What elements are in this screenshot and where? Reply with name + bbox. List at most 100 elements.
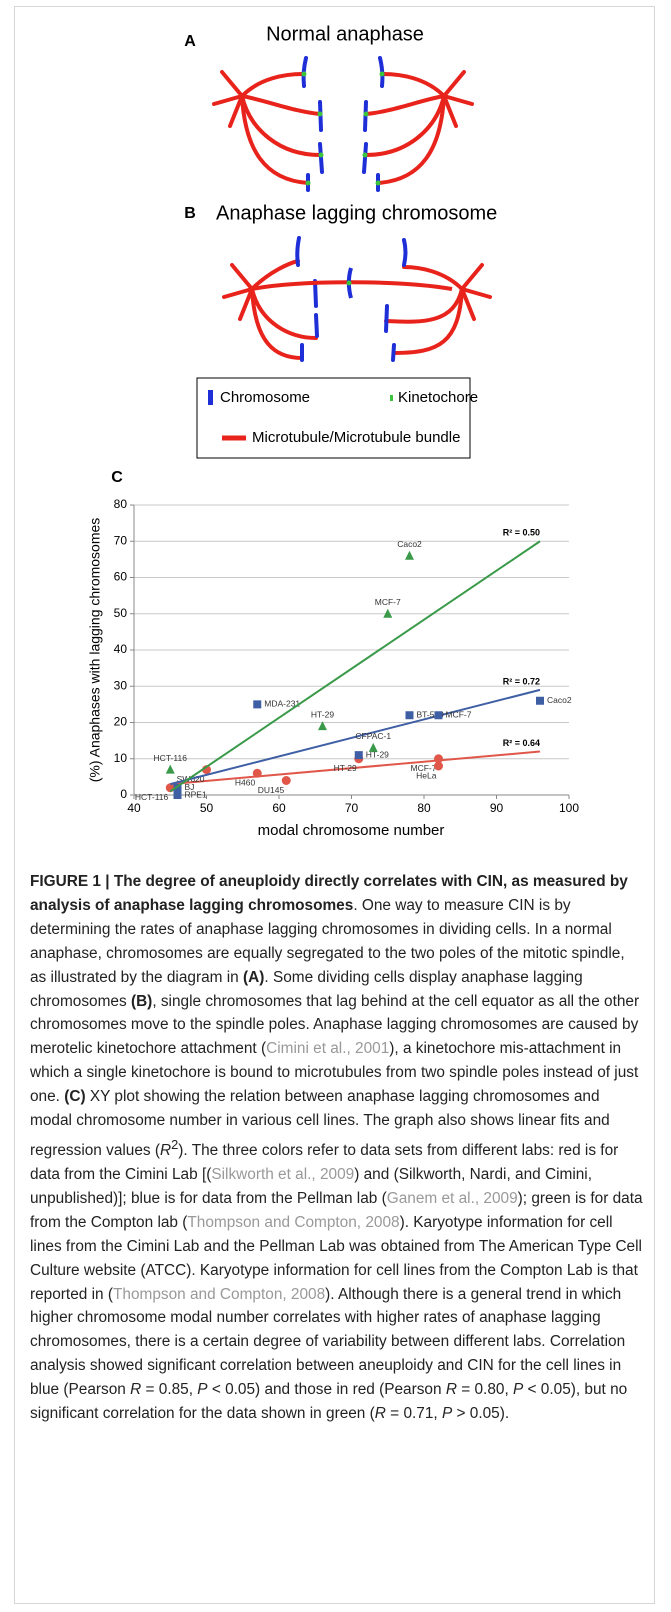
data-point [536, 696, 544, 705]
point-label: MCF-7 [375, 597, 401, 607]
y-tick-label: 60 [114, 570, 128, 584]
citation-link[interactable]: Silkworth et al., 2009 [211, 1166, 355, 1183]
panel-label: B [184, 205, 196, 222]
spindle-half [222, 236, 319, 362]
caption-text: ). The three colors refer to data sets f… [30, 1142, 619, 1183]
data-point [354, 751, 363, 760]
trend-line [170, 750, 541, 786]
data-point [173, 791, 182, 799]
legend-item: Kinetochore [398, 389, 478, 406]
data-point [434, 761, 443, 771]
point-label: RPE1 [185, 789, 207, 799]
caption-text: FIGURE 1 | The degree of aneuploidy dire… [30, 873, 628, 914]
trend-line [169, 540, 541, 793]
x-tick-label: 90 [490, 801, 504, 815]
spindle-half [362, 56, 474, 192]
panel-label: A [184, 33, 196, 50]
caption-text: ); green is for data from the Compton la… [30, 1189, 643, 1231]
spindle-half [212, 56, 324, 192]
caption-text: = 0.80, [456, 1381, 513, 1399]
caption-text: < 0.05) and those in red (Pearson [207, 1381, 446, 1399]
caption-text: ), a kinetochore mis-attachment in which… [30, 1040, 639, 1106]
data-point [405, 550, 414, 560]
citation-link[interactable]: Ganem et al., 2009 [386, 1189, 518, 1207]
caption-text: R [160, 1142, 172, 1160]
point-label: Caco2 [397, 539, 422, 549]
x-tick-label: 100 [559, 801, 579, 815]
legend-item: Chromosome [220, 389, 310, 406]
caption-text: (B) [130, 992, 153, 1010]
caption-text: P [513, 1381, 524, 1399]
caption-text: ). Karyotype information for cell lines … [30, 1213, 642, 1303]
point-label: MCF-7 [446, 710, 472, 720]
fit-label: R² = 0.50 [503, 528, 540, 538]
data-point [173, 783, 182, 792]
caption-text: 2 [171, 1136, 179, 1152]
legend-box [196, 377, 471, 459]
point-label: HT-29 [366, 749, 389, 759]
caption-text: (A) [243, 968, 265, 986]
legend-swatch [390, 395, 393, 401]
panel-label: C [111, 469, 123, 486]
data-point [253, 700, 262, 709]
caption-text: = 0.71, [385, 1405, 442, 1423]
point-label: CFPAC-1 [355, 731, 391, 741]
caption-text: (C) [64, 1088, 86, 1106]
data-point [318, 721, 327, 731]
point-label: MCF-7 [411, 763, 437, 773]
point-label: BJ [185, 782, 195, 792]
caption: FIGURE 1 | The degree of aneuploidy dire… [30, 870, 644, 1426]
point-label: DU145 [258, 785, 285, 795]
point-label: HeLa [416, 770, 437, 780]
x-tick-label: 40 [127, 801, 141, 815]
x-tick-label: 60 [272, 801, 286, 815]
caption-text: R [445, 1381, 457, 1399]
caption-text: XY plot showing the relation between ana… [30, 1088, 610, 1160]
data-point [383, 608, 393, 618]
trend-line [170, 688, 541, 786]
citation-link[interactable]: Thompson and Compton, 2008 [187, 1213, 400, 1231]
caption-text: = 0.85, [141, 1381, 198, 1399]
x-axis-label: modal chromosome number [258, 822, 445, 839]
point-label: H460 [235, 778, 256, 788]
figure-frame [14, 6, 655, 1604]
citation-link[interactable]: Thompson and Compton, 2008 [112, 1285, 326, 1303]
data-point [368, 742, 378, 752]
caption-text: P [197, 1381, 208, 1399]
x-tick-label: 50 [200, 801, 214, 815]
y-tick-label: 0 [120, 787, 127, 801]
citation-link[interactable]: Cimini et al., 2001 [266, 1040, 390, 1058]
y-tick-label: 10 [114, 751, 128, 765]
point-label: Caco2 [547, 695, 572, 705]
point-label: HCT-116 [135, 792, 169, 802]
point-label: BT-549 [417, 710, 445, 720]
figure: A Normal anaphase [87, 23, 580, 839]
caption-text: ) and (Silkworth, Nardi, and Cimini, unp… [30, 1166, 592, 1207]
caption-text: ). Although there is a general trend in … [30, 1285, 626, 1399]
caption-text: . One way to measure CIN is by determini… [30, 896, 625, 986]
x-tick-label: 80 [417, 801, 431, 815]
caption-text: P [441, 1405, 453, 1423]
kinetochore [346, 280, 352, 286]
y-tick-label: 40 [114, 642, 128, 656]
fit-label: R² = 0.64 [503, 738, 540, 748]
point-label: HT-29 [334, 763, 357, 773]
caption-text: . Some dividing cells display anaphase l… [30, 968, 583, 1010]
data-point [252, 768, 262, 778]
fit-label: R² = 0.72 [503, 676, 540, 686]
x-tick-label: 70 [345, 801, 359, 815]
y-tick-label: 20 [114, 715, 128, 729]
data-point [434, 754, 443, 764]
data-point [165, 764, 175, 774]
caption-text: , single chromosomes that lag behind at … [30, 992, 640, 1058]
caption-text: < 0.05), but no significant correlation … [30, 1381, 628, 1423]
y-tick-label: 30 [114, 678, 128, 692]
merotelic-microtubule [251, 280, 453, 291]
point-label: MDA-231 [264, 699, 300, 709]
y-axis-label: (%) Anaphases with lagging chromosomes [87, 518, 103, 783]
y-tick-label: 50 [114, 606, 128, 620]
y-tick-label: 80 [114, 497, 128, 511]
caption-text: R [130, 1381, 142, 1399]
panel-title: Normal anaphase [266, 23, 424, 45]
